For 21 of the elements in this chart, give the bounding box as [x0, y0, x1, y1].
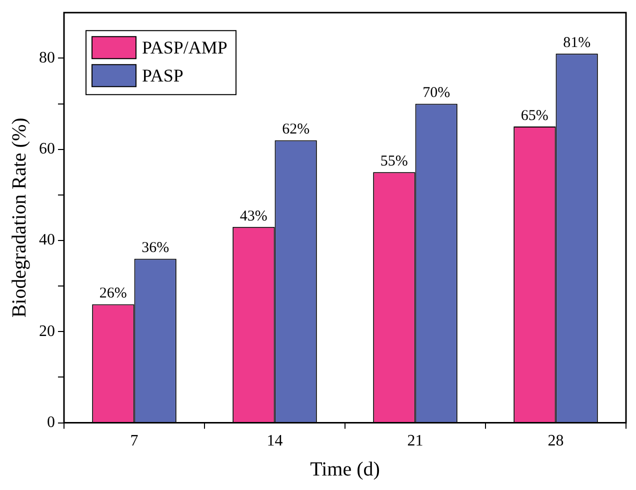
- y-tick-label: 20: [39, 322, 55, 340]
- y-tick-label: 80: [39, 49, 55, 66]
- data-label: 62%: [282, 122, 310, 138]
- x-tick-label: 7: [130, 432, 138, 450]
- y-tick-label: 40: [39, 232, 55, 249]
- data-label: 70%: [422, 85, 450, 102]
- data-label: 36%: [142, 240, 170, 256]
- y-tick-label: 0: [47, 414, 55, 432]
- x-tick-label: 21: [407, 432, 424, 450]
- y-tick-label: 60: [39, 140, 55, 158]
- x-tick-label: 28: [548, 432, 564, 450]
- x-tick-label: 14: [266, 432, 283, 450]
- y-axis-title: Biodegradation Rate (%): [8, 118, 30, 318]
- data-label: 81%: [563, 35, 591, 52]
- data-label: 43%: [240, 208, 268, 224]
- data-label: 55%: [380, 154, 408, 170]
- legend-label: PASP: [142, 65, 184, 86]
- legend-label: PASP/AMP: [142, 37, 228, 58]
- x-axis-title: Time (d): [310, 458, 380, 480]
- data-label: 65%: [520, 108, 548, 124]
- data-label: 26%: [99, 286, 127, 302]
